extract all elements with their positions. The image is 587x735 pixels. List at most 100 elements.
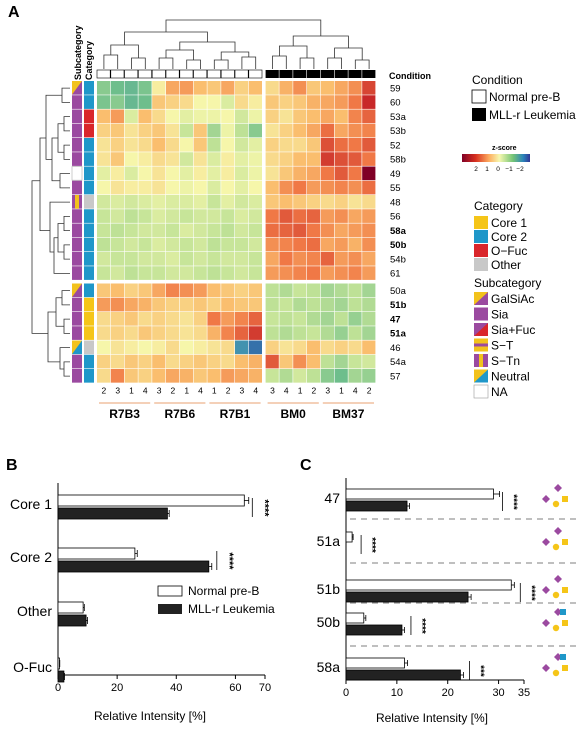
heatmap-cell — [179, 312, 193, 326]
heatmap-cell — [362, 81, 376, 95]
heatmap-cell — [152, 152, 166, 166]
dendrogram-branch — [220, 51, 250, 60]
galnac-glyph — [562, 620, 568, 626]
panel-c-bar-chart: 47 **** 51a **** 51b **** 50b **** 58a *** 0 10 20 30… — [317, 478, 580, 725]
heatmap-cell — [138, 223, 152, 238]
heatmap-cell — [138, 354, 152, 369]
heatmap-cell — [138, 312, 152, 326]
dendrogram-branch — [241, 56, 257, 69]
heatmap-cell — [193, 252, 207, 266]
heatmap-cell — [334, 180, 348, 195]
heatmap-cell — [166, 123, 180, 138]
column-dendrogram — [103, 19, 370, 69]
galactose-glyph — [552, 624, 560, 632]
heatmap-cell — [235, 180, 249, 195]
heatmap-cell — [152, 138, 166, 152]
subcategory-cell — [72, 297, 82, 312]
panel-c-letter: C — [300, 457, 312, 474]
category-label: O-Fuc — [13, 659, 52, 675]
heatmap-cell — [348, 180, 362, 195]
condition-cell — [334, 70, 348, 78]
heatmap-cell — [207, 297, 221, 312]
dendrogram-branch — [31, 180, 48, 334]
panel-b-letter: B — [6, 457, 18, 474]
heatmap-cell — [207, 195, 221, 209]
row-label: 51b — [390, 300, 407, 311]
column-label: 4 — [198, 385, 203, 395]
heatmap-cell — [152, 237, 166, 252]
subcategory-cell — [72, 283, 82, 298]
row-label: 54b — [390, 254, 406, 265]
heatmap-cell — [124, 152, 138, 166]
row-label: 50b — [390, 240, 407, 251]
heatmap-cell — [248, 326, 262, 340]
heatmap-cell — [248, 180, 262, 195]
heatmap-cell — [207, 81, 221, 95]
heatmap-cell — [248, 109, 262, 124]
heatmap-cell — [124, 138, 138, 152]
heatmap-cell — [307, 166, 321, 181]
heatmap-cell — [152, 123, 166, 138]
column-label: 3 — [115, 385, 120, 395]
heatmap-cell — [307, 326, 321, 340]
dendrogram-branch — [354, 59, 370, 69]
heatmap-cell — [265, 354, 279, 369]
panel-b-legend-normal-swatch — [157, 585, 183, 597]
mll-legend-label: MLL-r Leukemia — [489, 108, 576, 122]
heatmap-cell — [265, 223, 279, 238]
heatmap-cell — [124, 266, 138, 280]
heatmap-cell — [348, 166, 362, 181]
heatmap-cell — [279, 209, 293, 223]
galactose-glyph — [552, 543, 560, 551]
heatmap-cell — [138, 340, 152, 355]
heatmap-cell — [248, 266, 262, 280]
heatmap-cell — [293, 109, 307, 124]
x-tick-label: 30 — [492, 687, 504, 699]
heatmap-cell — [138, 152, 152, 166]
dendrogram-branch — [179, 41, 236, 52]
heatmap-cell — [265, 237, 279, 252]
heatmap-cell — [293, 223, 307, 238]
heatmap-cell — [293, 369, 307, 383]
heatmap-cell — [334, 312, 348, 326]
heatmap-cell — [293, 266, 307, 280]
heatmap-cell — [248, 283, 262, 298]
heatmap-cell — [348, 252, 362, 266]
group-label: BM0 — [281, 407, 307, 421]
heatmap-cell — [97, 109, 111, 124]
heatmap-cell — [179, 209, 193, 223]
heatmap-cell — [279, 297, 293, 312]
category-legend-swatch — [474, 216, 488, 229]
heatmap-cell — [207, 166, 221, 181]
category-cell — [84, 138, 94, 152]
glcnac-glyph — [560, 654, 566, 660]
subcategory-cell — [72, 109, 82, 124]
heatmap-cell — [193, 81, 207, 95]
sialic-acid-glyph — [542, 664, 550, 672]
dendrogram-branch — [57, 123, 64, 153]
dendrogram-branch — [63, 244, 70, 260]
heatmap-cell — [110, 237, 124, 252]
heatmap-cell — [221, 95, 235, 109]
group-label: R7B3 — [109, 407, 140, 421]
heatmap-cell — [307, 209, 321, 223]
heatmap-cell — [293, 166, 307, 181]
heatmap-cell — [97, 95, 111, 109]
category-cell — [84, 81, 94, 95]
heatmap-cell — [279, 326, 293, 340]
heatmap-cell — [166, 109, 180, 124]
category-legend-label: Core 1 — [491, 216, 527, 230]
heatmap-cell — [97, 209, 111, 223]
heatmap-cell — [207, 223, 221, 238]
column-label: 1 — [184, 385, 189, 395]
row-label: 47 — [390, 314, 401, 325]
heatmap-cell — [235, 95, 249, 109]
heatmap-cell — [138, 195, 152, 209]
subcategory-legend-swatch — [474, 323, 488, 336]
heatmap-cell — [97, 312, 111, 326]
heatmap-cell — [362, 283, 376, 298]
column-label: 2 — [367, 385, 372, 395]
heatmap-cell — [124, 166, 138, 181]
dendrogram-branch — [272, 55, 287, 69]
heatmap-cell — [320, 266, 334, 280]
